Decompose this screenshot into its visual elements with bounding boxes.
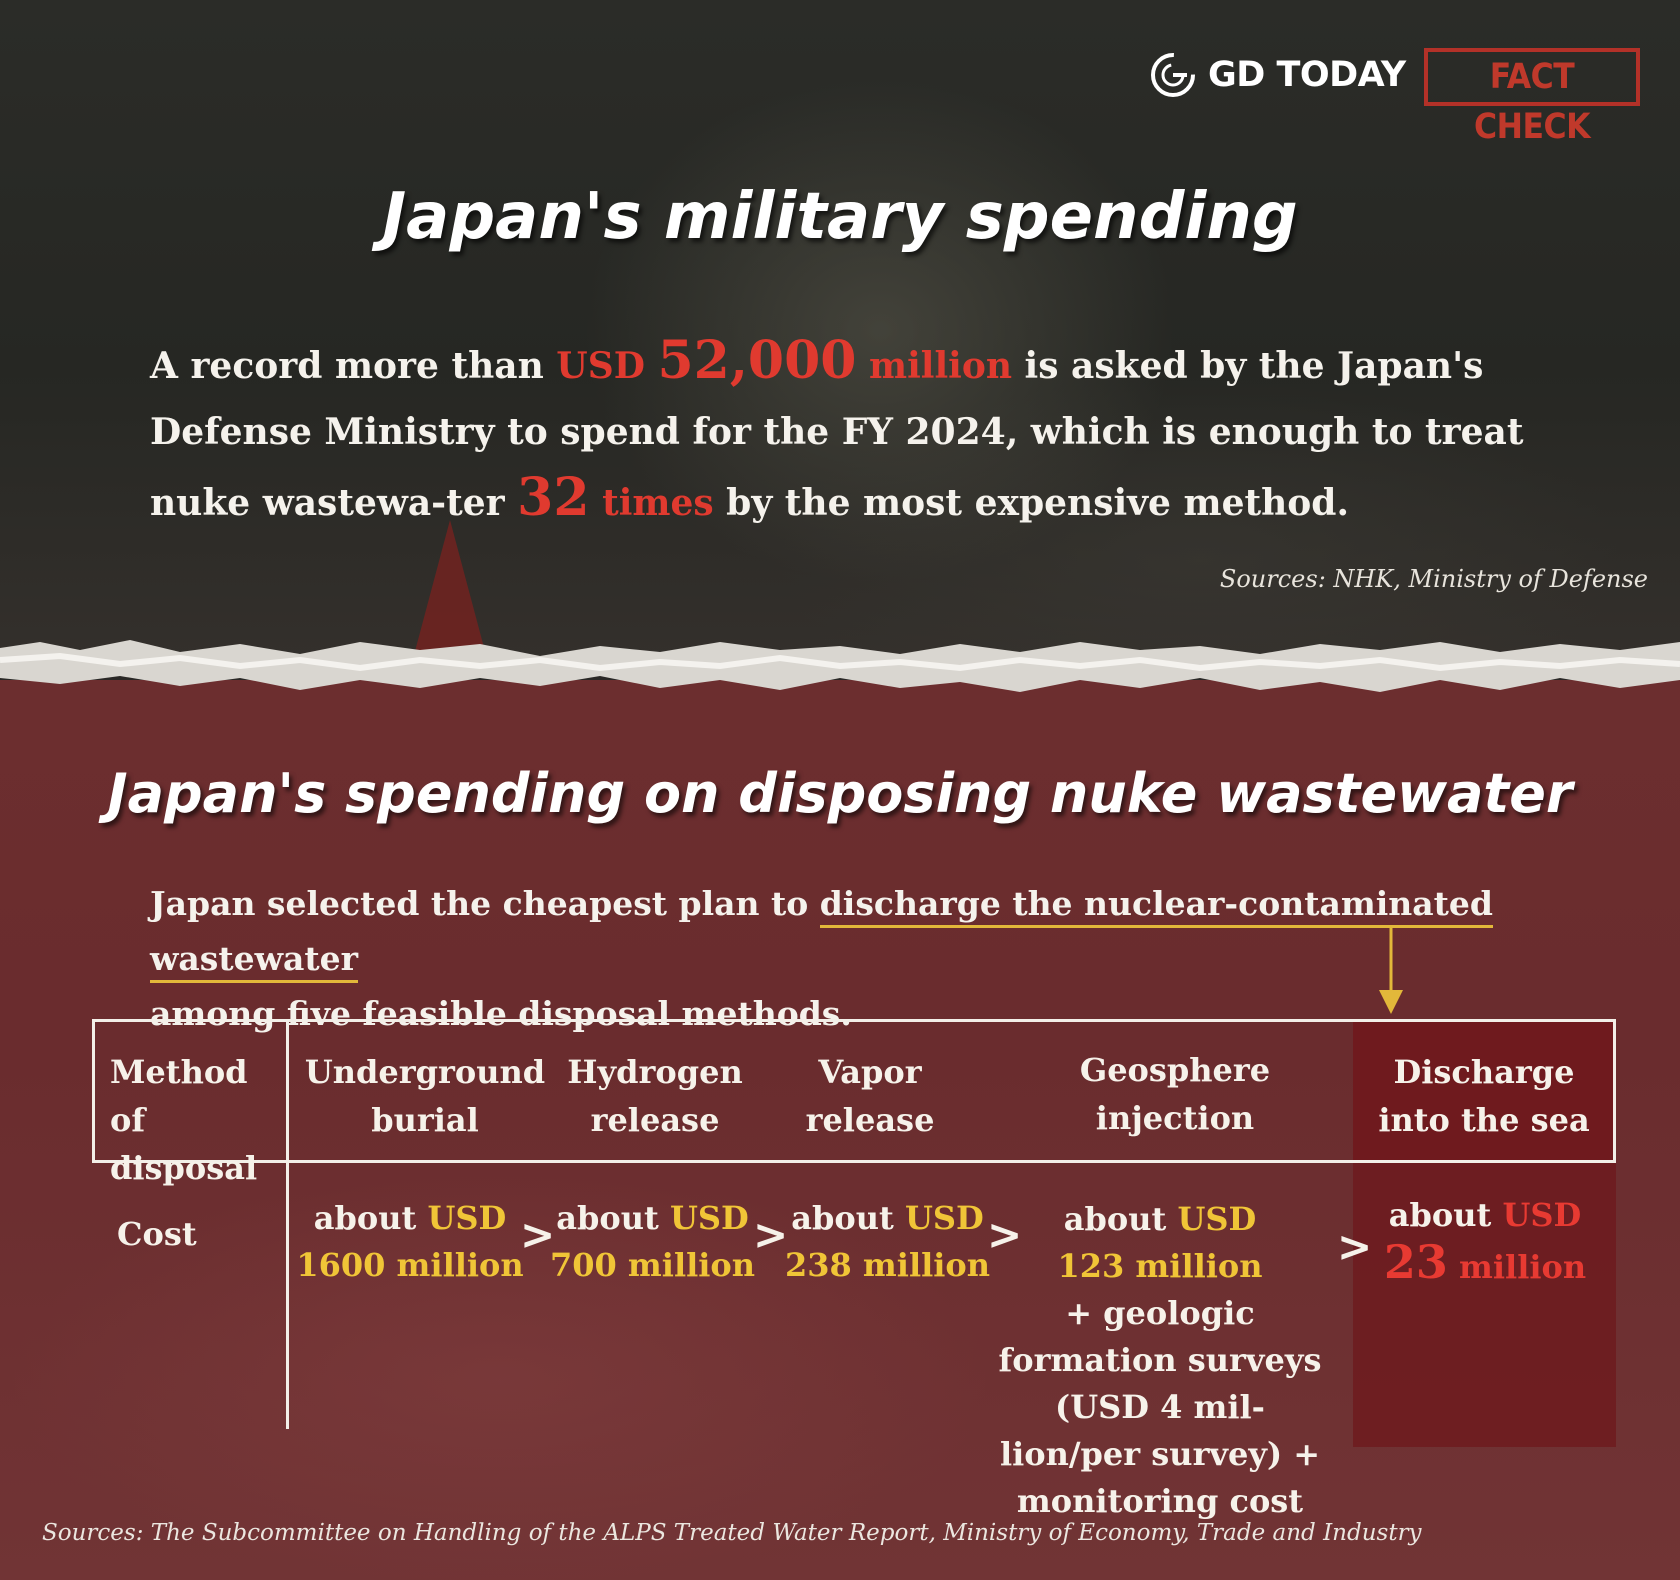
cost-prefix: about <box>313 1199 417 1237</box>
method-vapor-release: Vapor release <box>805 1053 935 1139</box>
wastewater-title: Japan's spending on disposing nuke waste… <box>107 762 1573 825</box>
fact-check-badge: FACT CHECK <box>1424 48 1640 147</box>
military-title: Japan's military spending <box>382 180 1298 254</box>
cost-geosphere-injection: about USD 123 million + geologic formati… <box>985 1196 1335 1525</box>
greater-than-4: > <box>1337 1222 1373 1271</box>
wastewater-sources: Sources: The Subcommittee on Handling of… <box>42 1520 1422 1546</box>
times-number: 32 <box>517 467 590 528</box>
method-underground-burial: Underground burial <box>304 1053 546 1139</box>
table-border-right <box>1613 1019 1616 1163</box>
intro-text-a: Japan selected the cheapest plan to <box>150 884 820 923</box>
cost-vapor-release: about USD 238 million <box>780 1195 995 1289</box>
cost-amount: 700 million <box>549 1246 756 1284</box>
intro-text-b: among five feasible disposal methods. <box>150 994 852 1033</box>
cost-discharge-into-sea: about USD 23 million <box>1360 1192 1610 1291</box>
intro-highlight: discharge the nuclear-contaminated waste… <box>150 884 1493 983</box>
row-header-method: Method of disposal <box>110 1053 258 1187</box>
cost-amount-unit: million <box>1459 1248 1587 1286</box>
cost-amount: 123 million <box>1057 1247 1263 1285</box>
military-amount-usd: USD <box>556 345 645 387</box>
brand[interactable]: GD TODAY <box>1148 50 1406 100</box>
greater-than-2: > <box>753 1210 789 1259</box>
highlight-column-header <box>1353 1019 1616 1162</box>
times-word: times <box>602 482 714 524</box>
cost-prefix: about <box>1388 1196 1492 1234</box>
greater-than-3: > <box>987 1210 1023 1259</box>
cost-extra: + geologic formation surveys (USD 4 mil-… <box>998 1294 1322 1520</box>
torn-paper-divider <box>0 640 1680 692</box>
military-paragraph: A record more than USD 52,000 million is… <box>150 328 1570 536</box>
military-text-a: A record more than <box>150 345 557 387</box>
cost-prefix: about <box>1063 1200 1167 1238</box>
cost-hydrogen-release: about USD 700 million <box>545 1195 760 1289</box>
cost-currency: USD <box>904 1199 984 1237</box>
military-amount-number: 52,000 <box>657 330 857 391</box>
cost-currency: USD <box>669 1199 749 1237</box>
cost-prefix: about <box>791 1199 894 1237</box>
method-discharge-into-sea: Discharge into the sea <box>1378 1053 1590 1139</box>
cost-amount: 238 million <box>784 1246 991 1284</box>
method-hydrogen-release: Hydrogen release <box>567 1053 743 1139</box>
gd-today-logo-icon <box>1151 53 1195 97</box>
cost-currency: USD <box>1502 1196 1582 1234</box>
cost-amount: 1600 million <box>296 1246 524 1284</box>
military-amount-unit: million <box>869 345 1013 387</box>
method-geosphere-injection: Geosphere injection <box>1079 1051 1271 1137</box>
military-section <box>0 0 1680 670</box>
cost-amount-number: 23 <box>1383 1235 1448 1289</box>
table-divider <box>286 1019 289 1429</box>
cost-currency: USD <box>1177 1200 1257 1238</box>
brand-name: GD TODAY <box>1208 55 1406 95</box>
military-sources: Sources: NHK, Ministry of Defense <box>1219 565 1648 593</box>
cost-prefix: about <box>556 1199 659 1237</box>
military-text-b: is asked by the Japan's Defense Ministry… <box>150 345 1524 524</box>
table-border-top <box>92 1019 1616 1022</box>
military-text-c: by the most expensive method. <box>713 482 1350 524</box>
greater-than-1: > <box>520 1210 556 1259</box>
cost-currency: USD <box>427 1199 507 1237</box>
table-border-middle <box>92 1160 1616 1163</box>
cost-underground-burial: about USD 1600 million <box>295 1195 525 1289</box>
table-border-left <box>92 1019 95 1163</box>
row-header-cost: Cost <box>117 1215 197 1253</box>
arrow-down-icon <box>1379 928 1403 1014</box>
wastewater-intro: Japan selected the cheapest plan to disc… <box>150 876 1590 1041</box>
